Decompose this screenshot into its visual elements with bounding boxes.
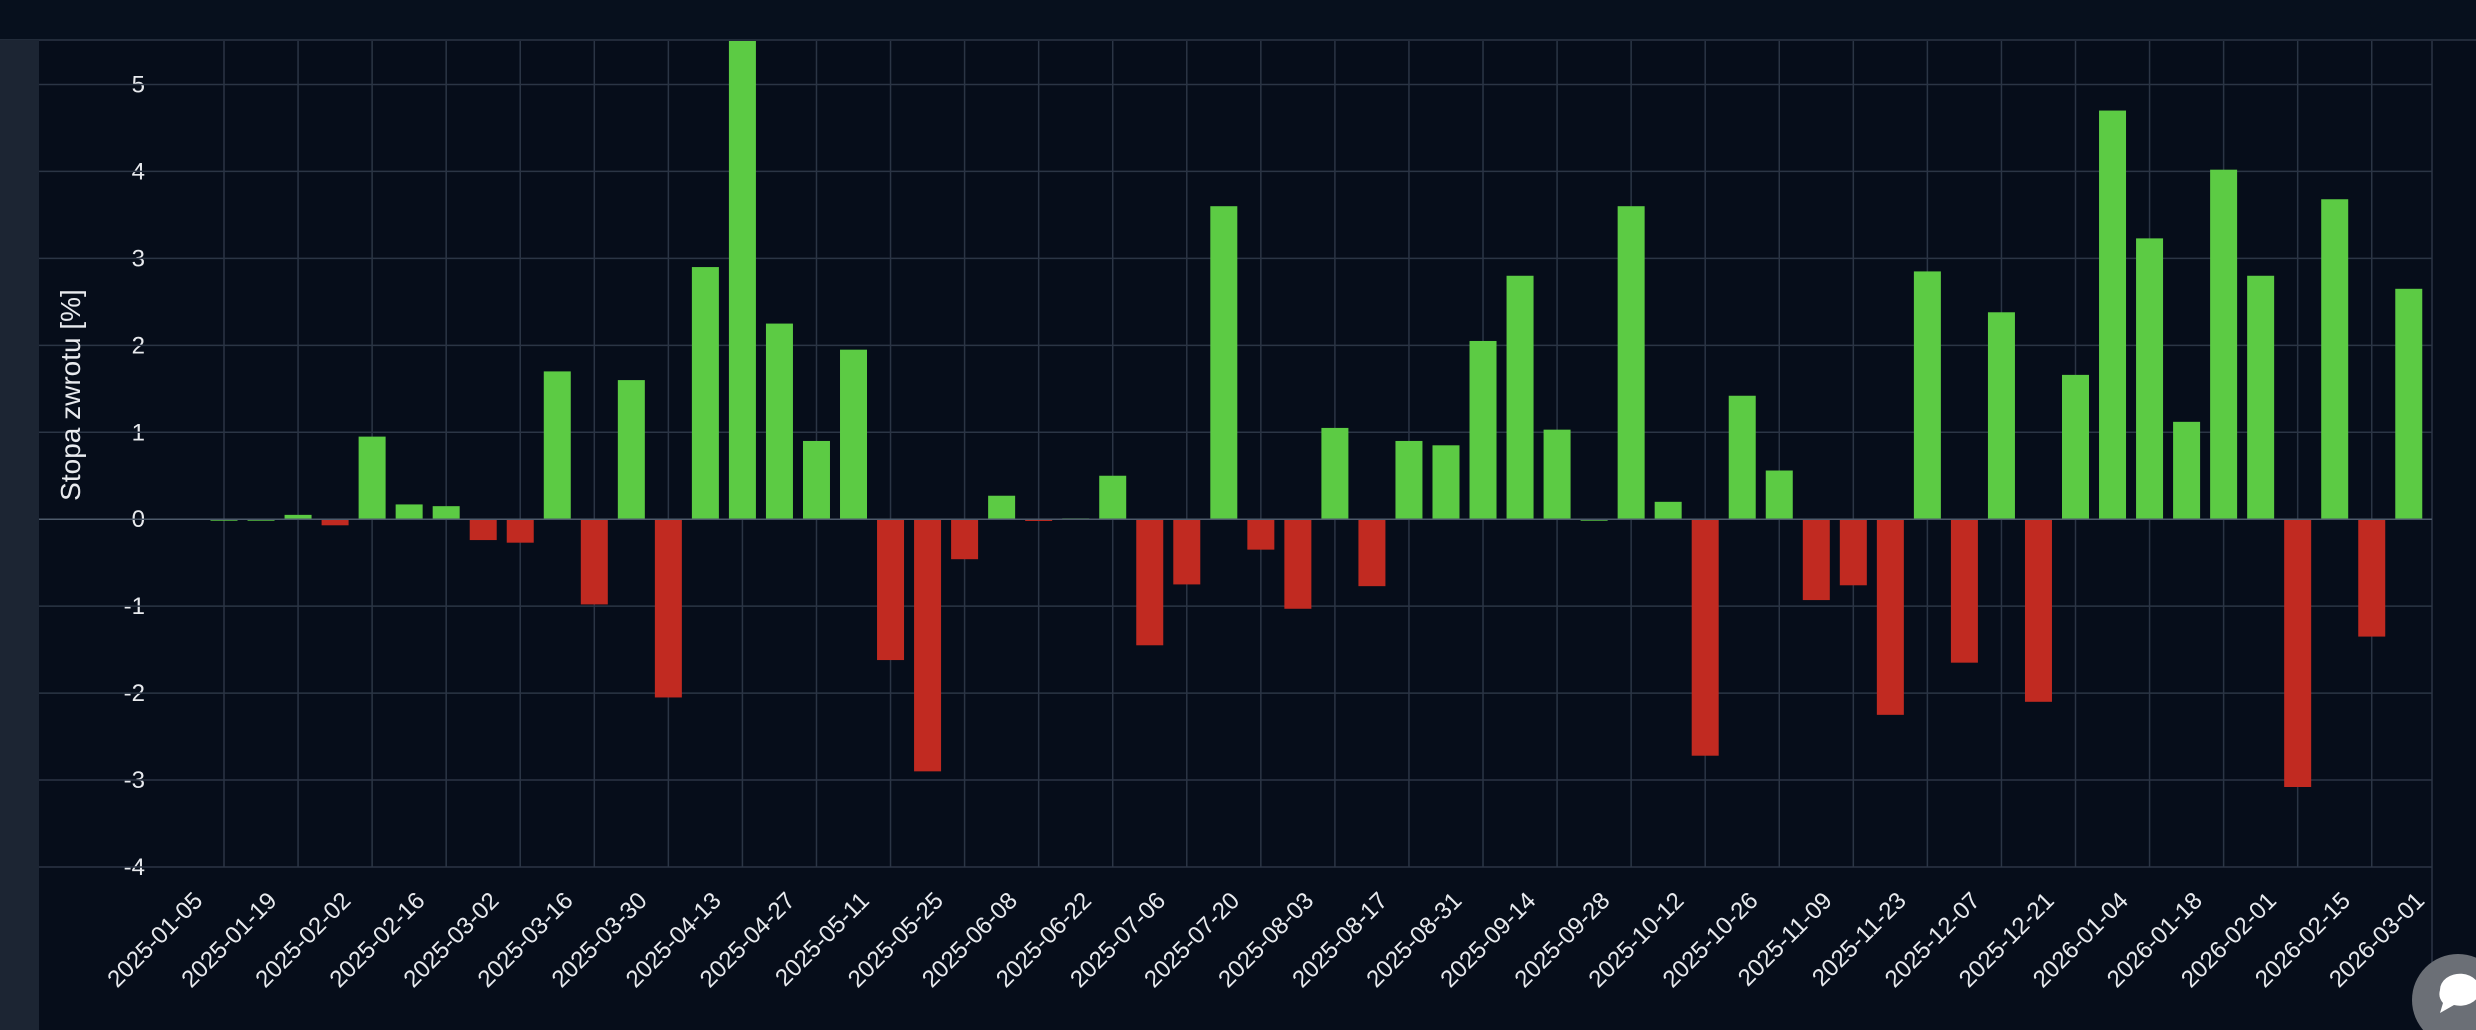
- bar: [1913, 271, 1941, 520]
- bar: [1358, 519, 1386, 587]
- bar: [2284, 519, 2312, 788]
- bar: [1728, 395, 1756, 520]
- bar: [543, 371, 571, 520]
- bar: [358, 436, 386, 520]
- bar: [765, 323, 793, 520]
- y-axis-label: Stopa zwrotu [%]: [55, 289, 86, 501]
- bar: [802, 440, 830, 520]
- bar: [988, 495, 1016, 520]
- bar: [1099, 475, 1127, 520]
- bar: [2358, 519, 2386, 637]
- bar: [914, 519, 942, 772]
- bar: [951, 519, 979, 560]
- bar: [1210, 206, 1238, 520]
- bar: [877, 519, 905, 661]
- bar: [1654, 501, 1682, 520]
- bar: [2099, 110, 2127, 520]
- bar: [2247, 275, 2275, 520]
- bar: [1284, 519, 1312, 609]
- bar: [321, 519, 349, 526]
- bar: [395, 504, 423, 520]
- bar: [1543, 429, 1571, 520]
- top-bar: [0, 0, 2476, 40]
- bar: [691, 267, 719, 520]
- bar: [1876, 519, 1904, 715]
- bar: [1469, 340, 1497, 520]
- bar: [506, 519, 534, 543]
- bar: [1765, 470, 1793, 520]
- bar: [469, 519, 497, 541]
- bar: [1173, 519, 1201, 585]
- bar: [2024, 519, 2052, 702]
- bar: [432, 506, 460, 520]
- bar: [1321, 427, 1349, 520]
- bar: [1432, 445, 1460, 520]
- bar: [1617, 206, 1645, 520]
- bar: [1506, 275, 1534, 520]
- bar: [1025, 519, 1053, 521]
- bar: [654, 519, 682, 698]
- bar: [728, 41, 756, 520]
- bar: [1395, 440, 1423, 520]
- bar: [284, 514, 312, 520]
- bar: [1247, 519, 1275, 550]
- bar: [1691, 519, 1719, 756]
- bar: [2062, 374, 2089, 520]
- bar: [1136, 519, 1164, 646]
- bar: [617, 380, 645, 520]
- bar: [2136, 238, 2164, 520]
- chat-button[interactable]: [2412, 954, 2476, 1030]
- bar: [2395, 288, 2423, 520]
- bar: [2210, 169, 2238, 520]
- side-panel: [0, 40, 39, 1030]
- bar: [1987, 312, 2015, 520]
- bar: [580, 519, 608, 605]
- bar: [1950, 519, 1978, 663]
- plot-area: -4-3-2-10123452025-01-052025-01-192025-0…: [39, 41, 2433, 1030]
- bar: [2173, 421, 2201, 520]
- bar: [840, 349, 868, 520]
- bar: [1802, 519, 1830, 601]
- bar: [2321, 199, 2349, 520]
- bar: [1839, 519, 1867, 586]
